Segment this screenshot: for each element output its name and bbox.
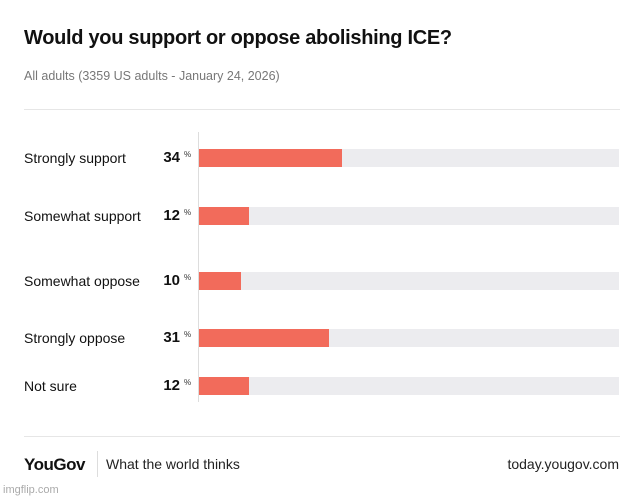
yougov-logo: YouGov (24, 455, 85, 474)
bar (199, 377, 250, 395)
bar (199, 329, 330, 347)
bar-track (199, 377, 619, 395)
category-label: Strongly oppose (24, 329, 126, 346)
bar (199, 207, 250, 225)
bar (199, 272, 241, 290)
percent-sign: % (184, 273, 192, 282)
percent-sign: % (184, 150, 192, 159)
category-label: Strongly support (24, 149, 126, 166)
data-label: 12 (163, 377, 180, 394)
bottom-divider (24, 436, 620, 437)
percent-sign: % (184, 208, 192, 217)
tagline: What the world thinks (106, 456, 240, 472)
top-divider (24, 109, 620, 110)
data-label: 12 (163, 207, 180, 224)
footer-separator (97, 451, 98, 477)
category-label: Somewhat oppose (24, 272, 140, 289)
data-label: 34 (163, 149, 180, 166)
data-label: 31 (163, 329, 180, 346)
percent-sign: % (184, 330, 192, 339)
percent-sign: % (184, 378, 192, 387)
source-url[interactable]: today.yougov.com (507, 456, 619, 472)
category-label: Somewhat support (24, 207, 141, 224)
data-label: 10 (163, 272, 180, 289)
chart-subtitle: All adults (3359 US adults - January 24,… (24, 69, 280, 83)
bar (199, 149, 342, 167)
category-label: Not sure (24, 377, 77, 394)
bar-track (199, 207, 619, 225)
bar-track (199, 272, 619, 290)
axis-line (198, 132, 199, 402)
bar-track (199, 329, 619, 347)
chart-title: Would you support or oppose abolishing I… (24, 27, 452, 49)
bar-track (199, 149, 619, 167)
watermark: imgflip.com (3, 484, 59, 496)
